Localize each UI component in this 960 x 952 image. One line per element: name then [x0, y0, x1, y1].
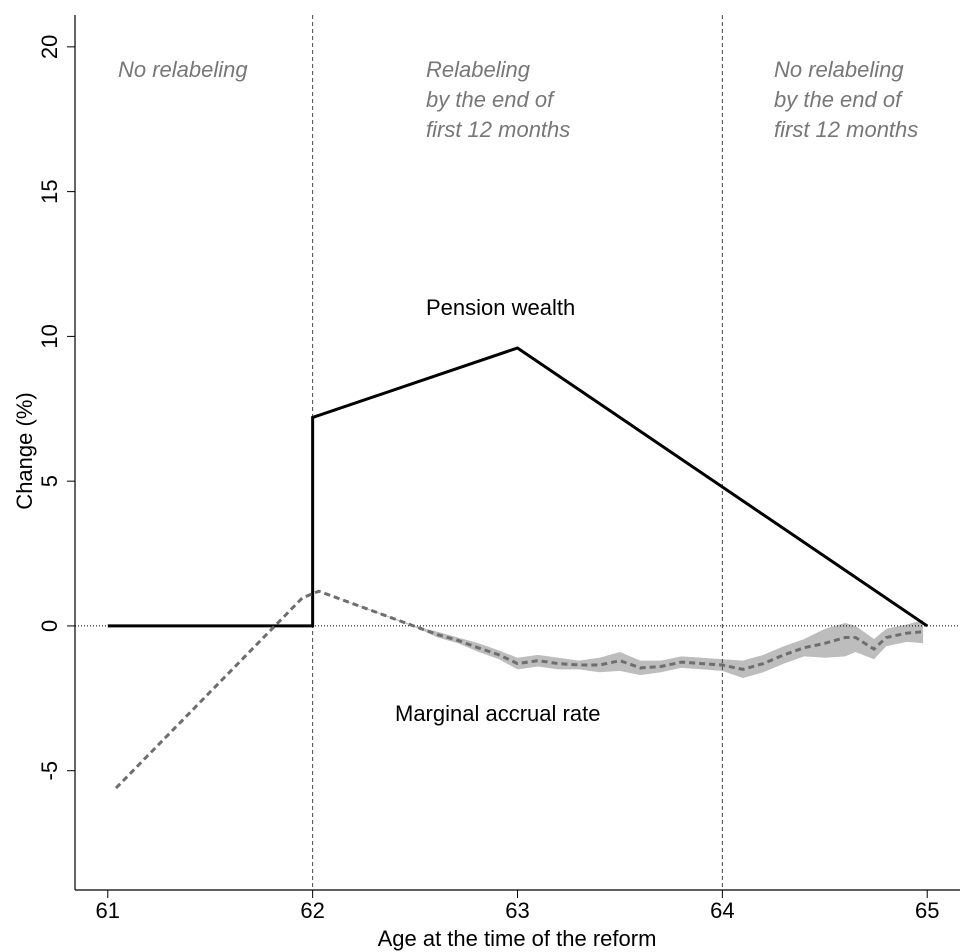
y-tick-label: 20: [37, 35, 62, 59]
confidence-band: [115, 591, 924, 789]
y-tick-label: 15: [37, 179, 62, 203]
region-annotation: No relabeling: [774, 57, 904, 82]
region-annotation: first 12 months: [426, 117, 570, 142]
region-annotation: No relabeling: [118, 57, 248, 82]
y-tick-label: 0: [37, 620, 62, 632]
y-tick-label: -5: [37, 761, 62, 781]
x-tick-label: 61: [96, 898, 120, 923]
series-line: [114, 589, 924, 790]
series-annotation: Marginal accrual rate: [395, 701, 600, 726]
x-axis-title: Age at the time of the reform: [378, 926, 657, 951]
series-annotation: Pension wealth: [426, 295, 575, 320]
x-tick-label: 64: [710, 898, 734, 923]
x-tick-label: 62: [300, 898, 324, 923]
region-annotation: by the end of: [774, 87, 904, 112]
x-tick-label: 63: [505, 898, 529, 923]
region-annotation: by the end of: [426, 87, 556, 112]
region-annotation: first 12 months: [774, 117, 918, 142]
x-tick-label: 65: [915, 898, 939, 923]
series-line: [107, 346, 929, 628]
y-tick-label: 5: [37, 475, 62, 487]
y-tick-label: 10: [37, 324, 62, 348]
y-axis-title: Change (%): [12, 392, 37, 509]
region-annotation: Relabeling: [426, 57, 531, 82]
